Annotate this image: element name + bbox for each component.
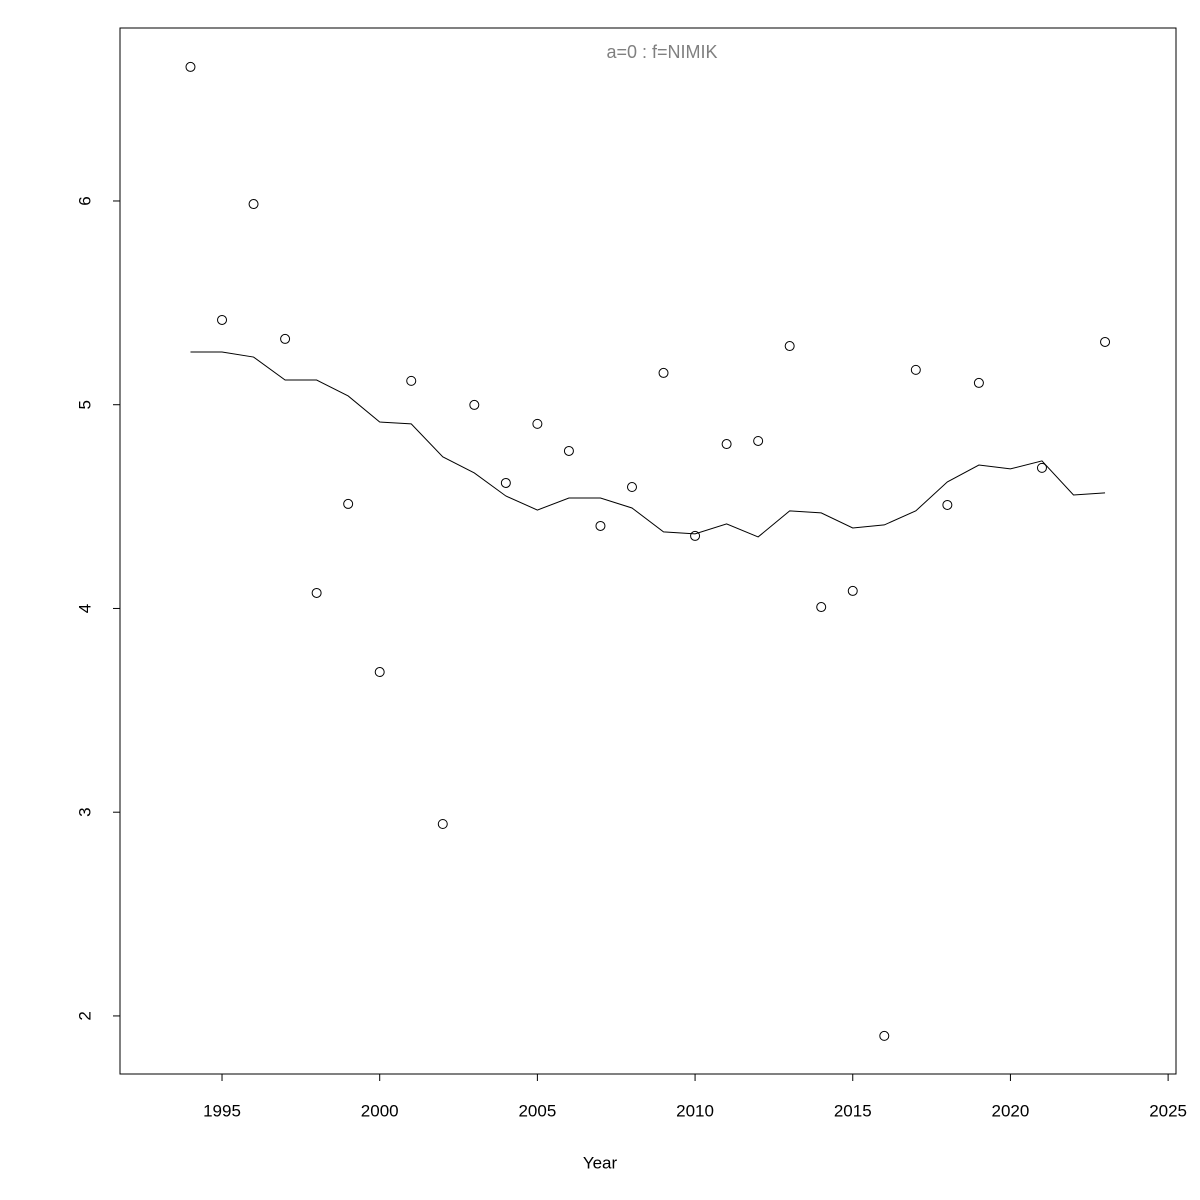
data-point	[248, 199, 259, 210]
x-tick-label: 2005	[518, 1101, 556, 1120]
y-tick-label: 5	[75, 400, 94, 409]
x-tick-label: 2015	[834, 1101, 872, 1120]
data-point	[784, 341, 795, 352]
trend-line	[190, 351, 1106, 538]
x-tick-label: 2020	[992, 1101, 1030, 1120]
plot-frame	[119, 27, 1177, 1075]
data-point	[500, 477, 511, 488]
data-point	[595, 520, 606, 531]
y-tick-label: 6	[75, 196, 94, 205]
data-point	[721, 439, 732, 450]
data-point	[847, 585, 858, 596]
x-axis-label: Year	[583, 1153, 618, 1172]
data-point	[343, 498, 354, 509]
data-point	[311, 587, 322, 598]
data-point	[217, 314, 228, 325]
x-tick-label: 2000	[361, 1101, 399, 1120]
data-point	[469, 399, 480, 410]
y-tick-label: 2	[75, 1011, 94, 1020]
data-point	[1036, 462, 1047, 473]
y-tick-label: 3	[75, 807, 94, 816]
data-point	[753, 435, 764, 446]
data-point	[532, 418, 543, 429]
data-point	[563, 445, 574, 456]
data-point	[658, 367, 669, 378]
chart-title: a=0 : f=NIMIK	[606, 42, 717, 62]
data-point	[185, 61, 196, 72]
data-point	[879, 1030, 890, 1041]
x-tick-label: 2010	[676, 1101, 714, 1120]
data-point	[690, 530, 701, 541]
x-tick-label: 2025	[1149, 1101, 1187, 1120]
data-point	[910, 364, 921, 375]
data-point	[437, 819, 448, 830]
data-point	[406, 375, 417, 386]
data-point	[280, 333, 291, 344]
y-tick-label: 4	[75, 604, 94, 613]
data-point	[816, 602, 827, 613]
data-point	[973, 377, 984, 388]
data-point	[942, 499, 953, 510]
data-point	[626, 482, 637, 493]
x-tick-label: 1995	[203, 1101, 241, 1120]
data-point	[1100, 336, 1111, 347]
data-point	[374, 667, 385, 678]
